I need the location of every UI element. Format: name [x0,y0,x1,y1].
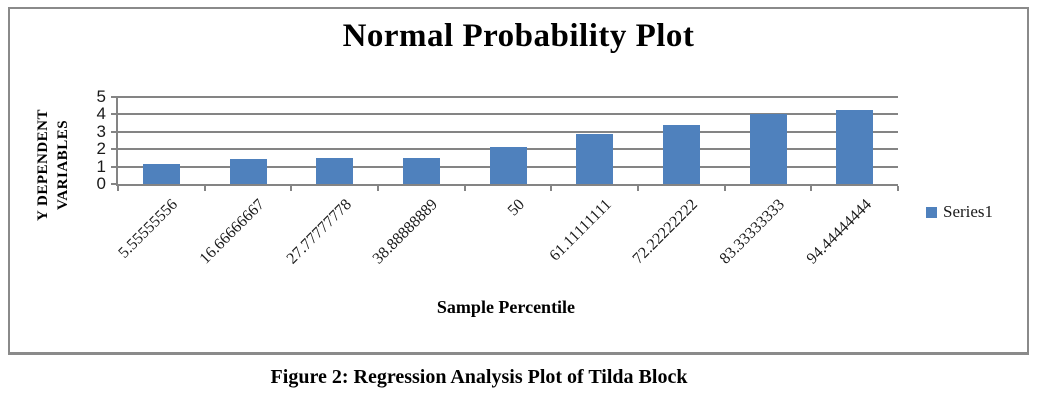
x-axis-tick [550,186,553,191]
x-axis-tick [637,186,639,191]
legend-swatch-series1 [926,206,937,218]
legend: Series1 [926,202,993,222]
x-axis-tick [290,186,293,191]
x-axis-tick [810,186,813,191]
figure-caption: Figure 2: Regression Analysis Plot of Ti… [270,366,688,388]
y-axis-tick [111,113,118,116]
y-axis-title: Y DEPENDENT VARIABLES [33,85,77,245]
y-axis-tick [111,183,118,185]
bar-83.33333333 [749,113,787,184]
y-tick-label: 2 [96,139,106,159]
y-axis-tick [111,148,118,151]
y-tick-label: 4 [96,104,106,124]
y-axis-tick [111,96,118,98]
y-axis-tick [111,165,118,168]
x-axis-tick [117,186,119,191]
legend-label-series1: Series1 [943,202,994,221]
bar-50 [489,147,527,184]
y-tick-label: 3 [96,121,106,141]
y-axis-title-line2: VARIABLES [55,119,71,211]
x-axis-tick [897,186,899,191]
x-axis-title: Sample Percentile [436,297,576,317]
bar-5.55555556 [142,164,180,184]
gridline [118,96,898,98]
y-axis-title-line1: Y DEPENDENT [35,108,51,222]
gridline [118,113,898,116]
bar-38.88888889 [402,157,440,184]
chart-title: Normal Probability Plot [342,18,695,54]
bar-72.22222222 [662,124,700,184]
x-axis-tick [463,186,466,191]
x-axis-tick [723,186,726,191]
bar-27.77777778 [316,157,354,184]
bar-94.44444444 [836,110,874,184]
plot-area [111,96,899,191]
x-axis-tick [377,186,379,191]
y-tick-label: 0 [96,174,106,193]
gridline [118,130,898,133]
bar-16.66666667 [229,158,267,184]
y-axis-tick [111,130,118,133]
bar-61.11111111 [576,133,614,184]
y-tick-label: 5 [96,87,106,106]
x-axis-tick [203,186,206,191]
y-tick-label: 1 [96,156,106,176]
